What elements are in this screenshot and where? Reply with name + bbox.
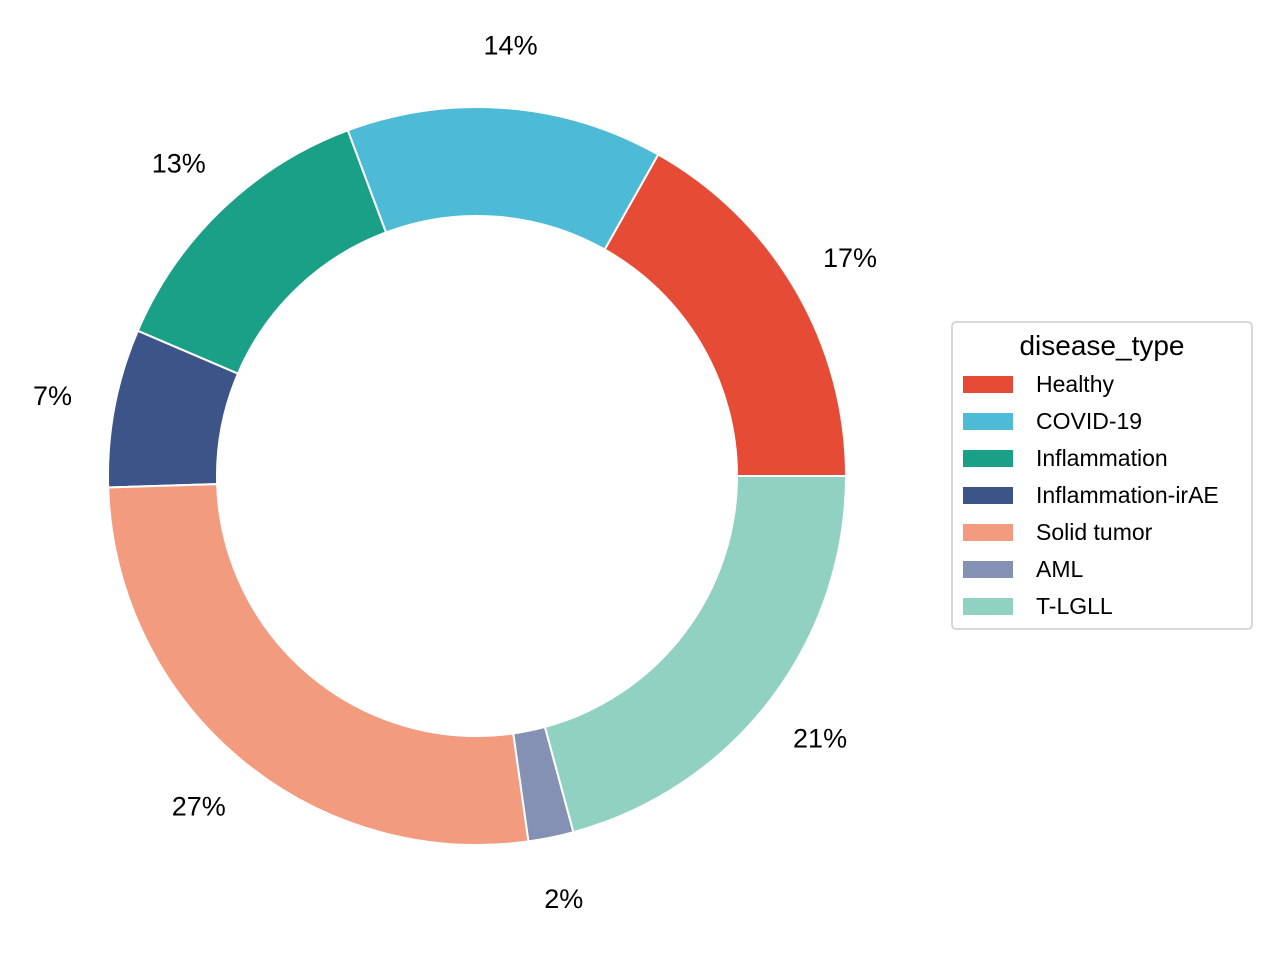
slice-covid-19: [346, 106, 660, 251]
percent-label: 2%: [544, 884, 583, 914]
percent-label: 14%: [484, 30, 538, 60]
percent-labels: 17% 14% 13% 7% 27% 2% 21%: [33, 30, 877, 914]
legend: disease_type Healthy COVID-19 Inflammation…: [951, 321, 1253, 630]
percent-label: 13%: [152, 148, 206, 178]
legend-swatch: [963, 524, 1013, 541]
legend-swatch: [963, 561, 1013, 578]
percent-label: 17%: [823, 243, 877, 273]
legend-swatch: [963, 413, 1013, 430]
legend-items: Healthy COVID-19 Inflammation Inflammation-…: [963, 371, 1219, 619]
legend-label: AML: [1036, 556, 1084, 582]
legend-frame: [951, 321, 1253, 630]
legend-swatch: [963, 450, 1013, 467]
legend-label: COVID-19: [1036, 408, 1142, 434]
donut-slices: [107, 106, 848, 846]
legend-label: Inflammation-irAE: [1036, 482, 1219, 508]
legend-swatch: [963, 487, 1013, 504]
legend-title: disease_type: [1019, 330, 1184, 361]
legend-swatch: [963, 598, 1013, 615]
percent-label: 21%: [793, 724, 847, 754]
slice-healthy: [603, 153, 848, 477]
legend-label: T-LGLL: [1036, 593, 1113, 619]
legend-label: Healthy: [1036, 371, 1114, 397]
legend-label: Inflammation: [1036, 445, 1168, 471]
slice-t-lgll: [543, 475, 848, 834]
slice-solid-tumor: [107, 483, 530, 846]
percent-label: 27%: [172, 791, 226, 821]
legend-label: Solid tumor: [1036, 519, 1153, 545]
legend-swatch: [963, 376, 1013, 393]
percent-label: 7%: [33, 381, 72, 411]
